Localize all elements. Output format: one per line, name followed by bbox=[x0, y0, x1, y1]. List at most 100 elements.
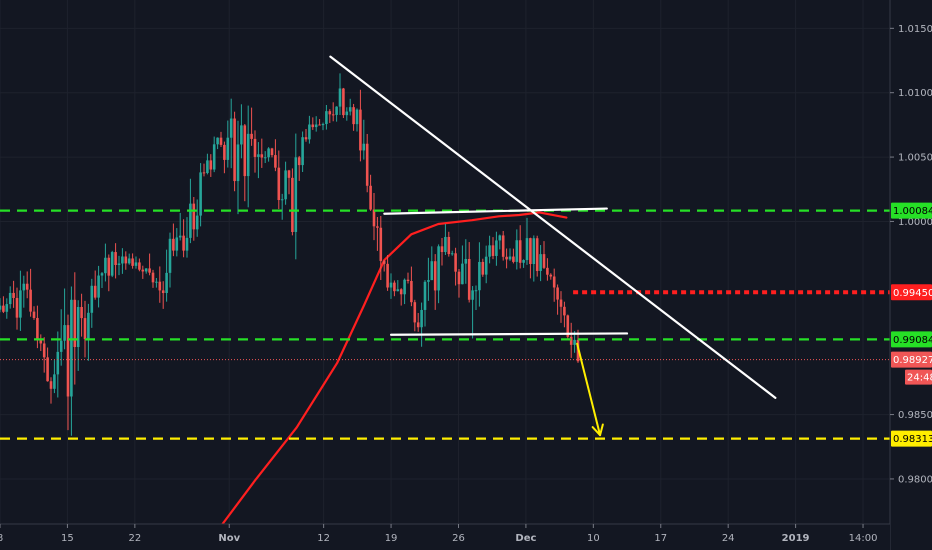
candle-body bbox=[440, 246, 444, 253]
candle-body bbox=[138, 262, 141, 270]
candle-body bbox=[522, 260, 525, 263]
level-0-badge-label: 1.00084 bbox=[893, 206, 932, 217]
candle-body bbox=[42, 343, 46, 358]
candle-body bbox=[508, 256, 512, 260]
current-price-badge bbox=[891, 351, 932, 368]
time-tick-label: 10 bbox=[587, 533, 600, 544]
candle-body bbox=[376, 226, 379, 228]
candle-body bbox=[321, 124, 325, 126]
candle-body bbox=[212, 144, 216, 170]
candle-body bbox=[53, 374, 56, 389]
candle-body bbox=[559, 299, 563, 307]
time-tick-label: 24 bbox=[722, 533, 735, 544]
candle-body bbox=[382, 260, 386, 264]
candle-body bbox=[19, 290, 22, 318]
candle-body bbox=[287, 170, 291, 178]
candle-body bbox=[410, 280, 413, 303]
candle-body bbox=[56, 351, 60, 375]
candle-body bbox=[104, 257, 107, 274]
candle-body bbox=[345, 111, 349, 116]
candle-body bbox=[297, 157, 301, 166]
candle-body bbox=[420, 309, 423, 328]
candle-body bbox=[539, 254, 542, 271]
candle-body bbox=[39, 340, 43, 344]
candle-body bbox=[195, 215, 199, 230]
candle-body bbox=[121, 256, 124, 264]
candle-body bbox=[491, 245, 495, 256]
candle-body bbox=[25, 283, 29, 290]
candle-body bbox=[379, 227, 383, 261]
candle-body bbox=[257, 154, 260, 157]
time-tick-label: 26 bbox=[452, 533, 465, 544]
candle-body bbox=[5, 304, 9, 312]
candle-body bbox=[348, 107, 352, 112]
candle-body bbox=[250, 133, 253, 139]
candle-body bbox=[229, 118, 233, 138]
horizontal-levels-layer bbox=[0, 209, 890, 440]
candle-body bbox=[49, 381, 53, 389]
candle-body bbox=[274, 155, 277, 168]
candle-body bbox=[301, 137, 304, 166]
candle-body bbox=[134, 262, 138, 266]
candle-body bbox=[495, 240, 498, 256]
time-axis-panel[interactable] bbox=[0, 524, 890, 550]
time-tick-label: 12 bbox=[317, 533, 330, 544]
candle-body bbox=[240, 125, 243, 145]
candle-body bbox=[151, 272, 155, 283]
candle-body bbox=[355, 109, 359, 125]
candle-body bbox=[498, 235, 502, 241]
candle-body bbox=[467, 258, 471, 300]
candle-body bbox=[505, 256, 508, 260]
candle-body bbox=[403, 279, 406, 295]
candle-body bbox=[76, 306, 80, 347]
candle-body bbox=[178, 235, 182, 238]
candle-body bbox=[29, 289, 32, 312]
candle-body bbox=[73, 299, 77, 347]
candle-body bbox=[172, 238, 175, 251]
candle-body bbox=[413, 302, 417, 323]
candle-body bbox=[131, 258, 134, 266]
candle-body bbox=[342, 88, 345, 116]
candle-body bbox=[206, 160, 209, 174]
level-2-badge-label: 0.99084 bbox=[893, 335, 932, 346]
candle-body bbox=[423, 281, 427, 310]
candle-body bbox=[331, 114, 335, 116]
candle-body bbox=[386, 263, 389, 288]
candle-body bbox=[233, 118, 236, 182]
candle-body bbox=[124, 256, 128, 264]
candle-body bbox=[566, 315, 570, 337]
candle-body bbox=[236, 144, 240, 182]
candle-body bbox=[389, 282, 393, 288]
candle-body bbox=[399, 289, 403, 295]
candle-body bbox=[246, 133, 250, 177]
candle-body bbox=[478, 261, 481, 291]
candle-body bbox=[216, 137, 219, 145]
candle-body bbox=[260, 154, 264, 158]
time-axis: 8 15 22 Nov 12 19 26 Dec 10 17 24 2019 14:00 bbox=[0, 524, 877, 544]
candle-body bbox=[36, 317, 39, 341]
candle-body bbox=[66, 325, 70, 397]
candle-body bbox=[226, 137, 230, 160]
candle-body bbox=[359, 109, 362, 151]
candle-body bbox=[325, 111, 328, 125]
candle-body bbox=[532, 238, 536, 265]
candle-body bbox=[372, 209, 376, 227]
candle-body bbox=[280, 199, 284, 201]
candle-body bbox=[117, 263, 121, 265]
candle-body bbox=[93, 285, 97, 298]
level-3-badge bbox=[891, 430, 932, 447]
candle-body bbox=[352, 107, 355, 125]
level-1-badge-label: 0.99450 bbox=[893, 288, 932, 299]
candle-body bbox=[369, 185, 372, 210]
candle-body bbox=[454, 253, 457, 272]
candle-body bbox=[304, 137, 308, 140]
price-tick-label: 1.01000 bbox=[898, 88, 932, 99]
price-axis-panel[interactable] bbox=[890, 0, 932, 550]
candle-body bbox=[481, 261, 485, 275]
candle-body bbox=[46, 357, 49, 382]
time-tick-label: 14:00 bbox=[849, 533, 878, 544]
candle-body bbox=[107, 257, 111, 276]
candle-body bbox=[175, 237, 179, 251]
